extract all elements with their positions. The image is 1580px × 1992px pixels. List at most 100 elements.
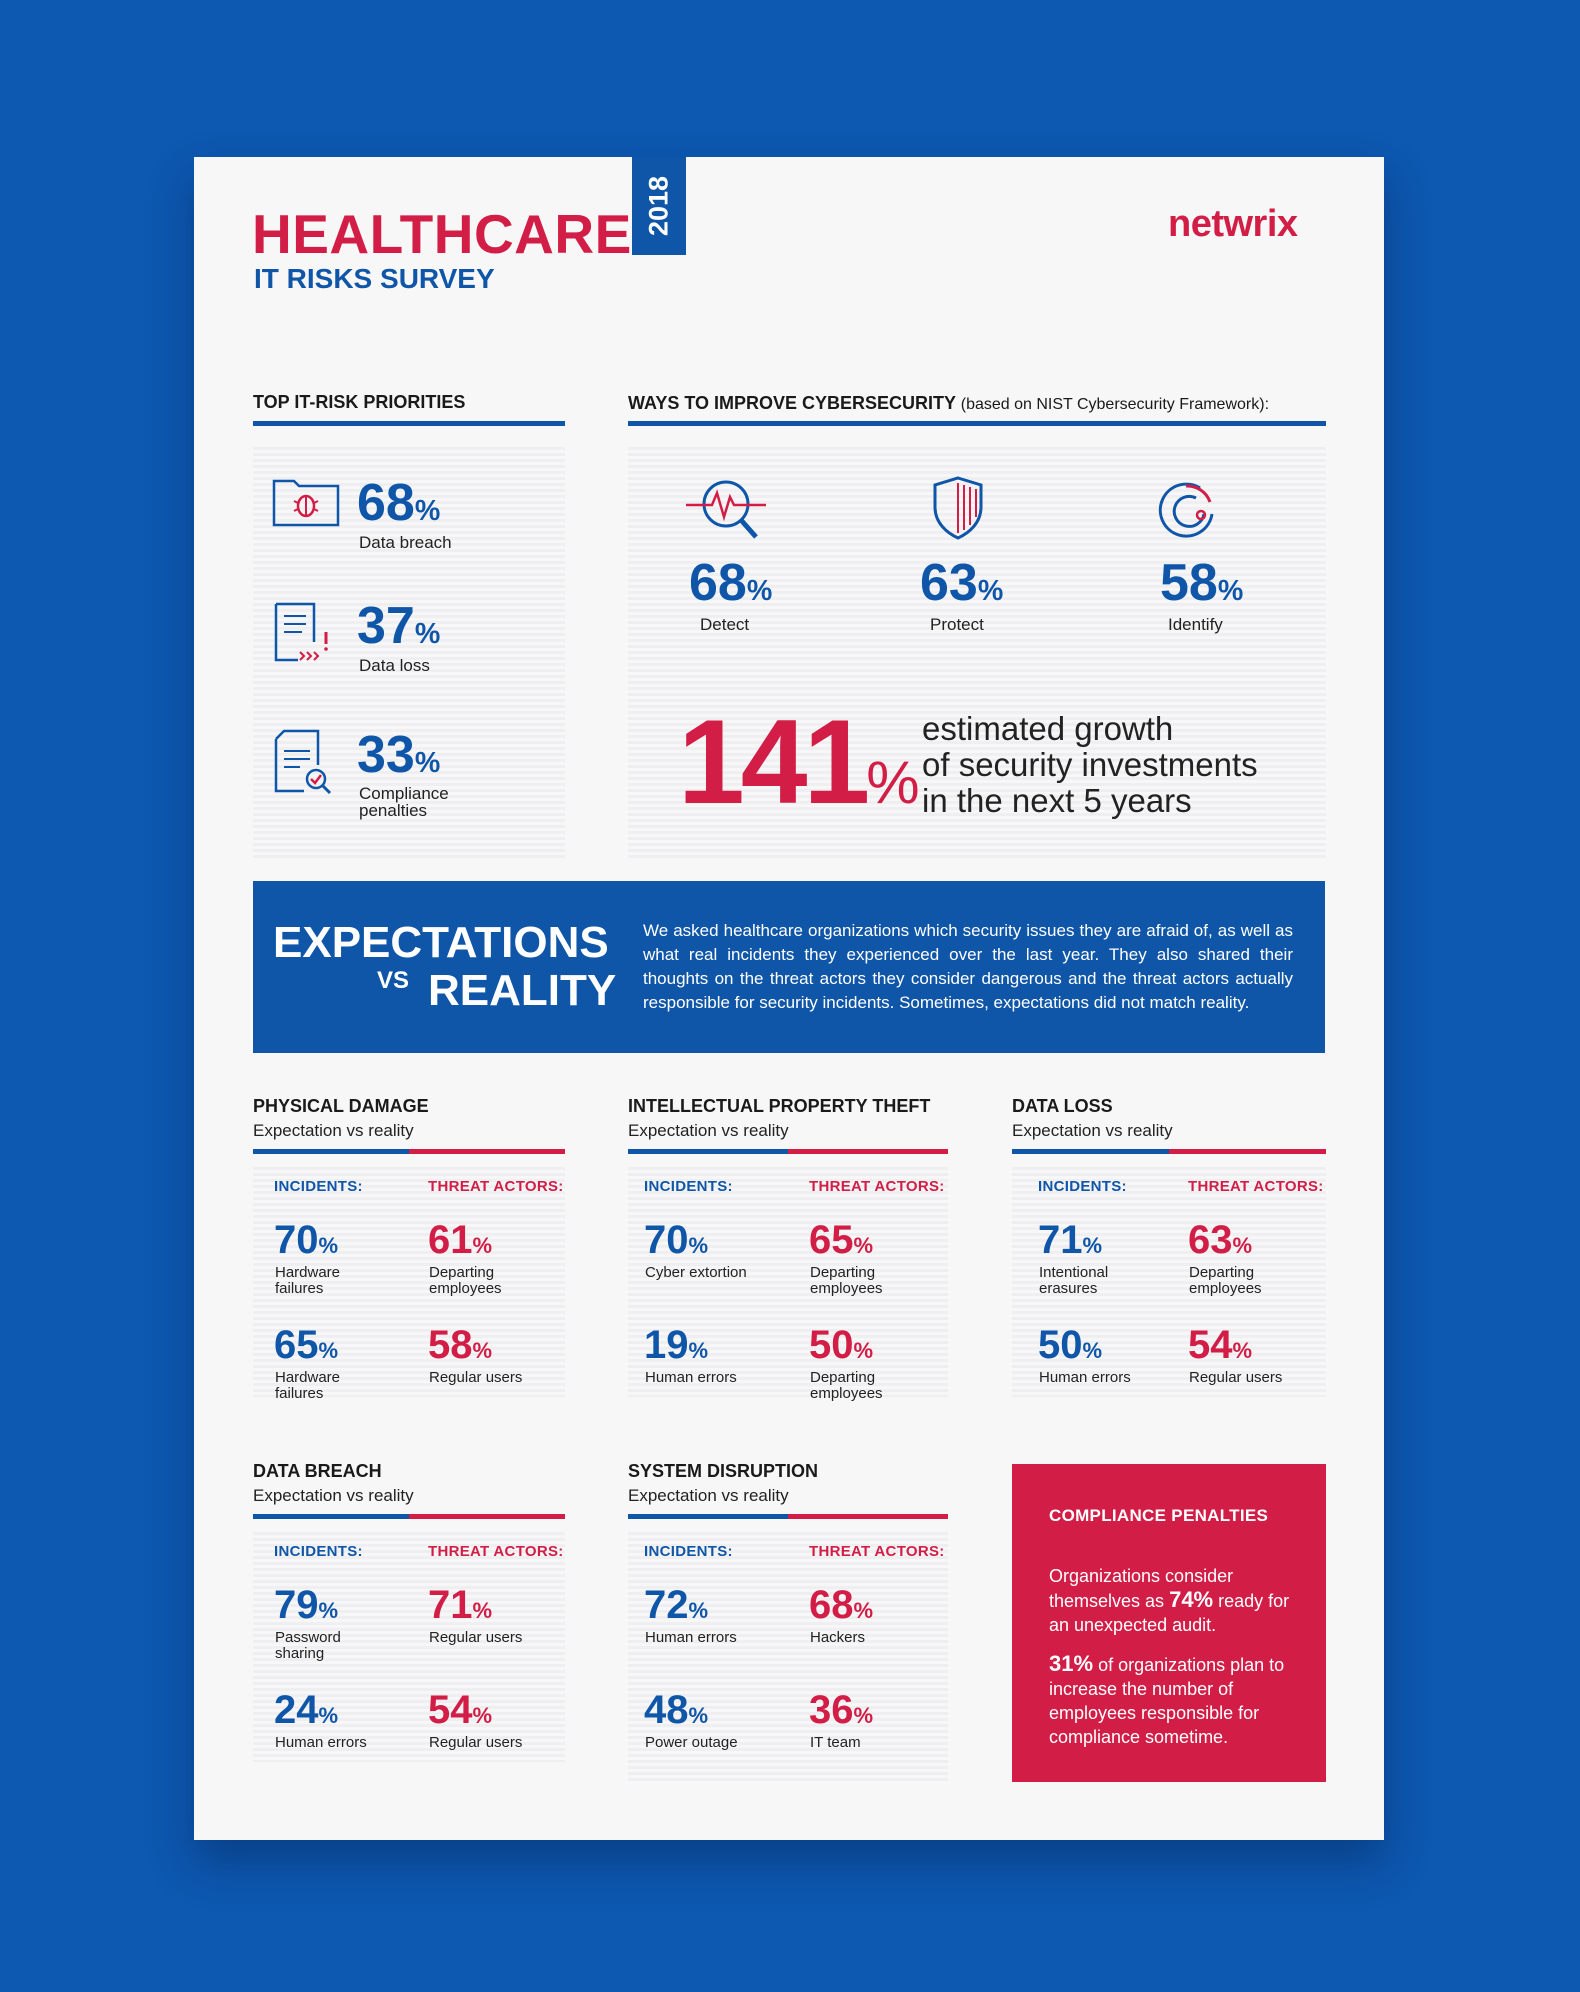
ip-threat-2-label: Departing employees [810,1369,883,1402]
compliance-paragraph-2: 31% of organizations plan to increase th… [1049,1651,1285,1748]
loss-incident-2-label: Human errors [1039,1369,1131,1386]
shield-icon [933,476,983,540]
priority-label-compliance-2: penalties [359,801,428,820]
ip-threat-2-value: 50% [809,1323,874,1367]
document-check-icon [274,729,332,795]
ip-incident-1-value: 70% [644,1218,709,1262]
page-title: HEALTHCARE [252,203,632,265]
ip-title: INTELLECTUAL PROPERTY THEFT [628,1096,931,1116]
banner-vs: VS [377,967,410,994]
ip-subtitle: Expectation vs reality [628,1121,789,1140]
improve-label-protect: Protect [930,615,984,634]
disruption-subtitle: Expectation vs reality [628,1486,789,1505]
physical-title: PHYSICAL DAMAGE [253,1096,429,1116]
document-alert-icon [274,602,328,662]
loss-incident-2-value: 50% [1038,1323,1103,1367]
physical-incident-2-value: 65% [274,1323,339,1367]
infographic-card: HEALTHCARE IT RISKS SURVEY 2018 netwrix … [194,157,1384,1840]
breach-title: DATA BREACH [253,1461,382,1481]
physical-incidents-header: INCIDENTS: [274,1178,363,1195]
netwrix-logo: netwrix [1168,203,1298,245]
compliance-box: COMPLIANCE PENALTIES Organizations consi… [1012,1464,1326,1782]
banner-title-reality: REALITY [428,966,617,1015]
disruption-threat-2-label: IT team [810,1734,861,1751]
disruption-incidents-header: INCIDENTS: [644,1543,733,1560]
breach-panel [253,1532,565,1762]
improve-label-identify: Identify [1168,615,1223,634]
loss-threat-2-value: 54% [1188,1323,1253,1367]
loss-incident-1-label: Intentional erasures [1039,1264,1109,1297]
physical-threat-1-value: 61% [428,1218,493,1262]
improve-heading: WAYS TO IMPROVE CYBERSECURITY (based on … [628,393,1270,413]
expectations-banner: EXPECTATIONS VS REALITY We asked healthc… [253,881,1325,1053]
disruption-incident-1-label: Human errors [645,1629,737,1646]
improve-label-detect: Detect [700,615,750,634]
loss-threat-2-label: Regular users [1189,1369,1283,1386]
breach-incident-1-label: Password sharing [275,1629,341,1662]
ip-rule [628,1149,948,1154]
disruption-incident-1-value: 72% [644,1583,709,1627]
ip-threat-1-value: 65% [809,1218,874,1262]
physical-threats-header: THREAT ACTORS: [428,1178,564,1195]
year-label: 2018 [643,175,674,237]
disruption-threat-1-value: 68% [809,1583,874,1627]
ip-threat-1-label: Departing employees [810,1264,883,1297]
ip-incident-2-label: Human errors [645,1369,737,1386]
priorities-heading: TOP IT-RISK PRIORITIES [253,392,466,412]
year-tag: 2018 [632,157,686,255]
loss-incidents-header: INCIDENTS: [1038,1178,1127,1195]
growth-line-1: estimated growth [922,710,1174,747]
breach-threat-2-value: 54% [428,1688,493,1732]
improve-rule [628,421,1326,426]
ip-incident-2-value: 19% [644,1323,709,1367]
improve-value-identify: 58% [1160,554,1244,612]
growth-figure: 141% [678,702,920,822]
loss-rule [1012,1149,1326,1154]
ip-incident-1-label: Cyber extortion [645,1264,747,1281]
physical-subtitle: Expectation vs reality [253,1121,414,1140]
disruption-panel [628,1532,948,1782]
physical-incident-1-label: Hardware failures [275,1264,341,1297]
breach-incident-1-value: 79% [274,1583,339,1627]
growth-unit: % [866,749,920,816]
breach-incident-2-value: 24% [274,1688,339,1732]
breach-threat-1-value: 71% [428,1583,493,1627]
loss-threat-1-value: 63% [1188,1218,1253,1262]
ip-threats-header: THREAT ACTORS: [809,1178,945,1195]
loss-threats-header: THREAT ACTORS: [1188,1178,1324,1195]
priority-value-data-breach: 68% [357,474,441,532]
physical-rule [253,1149,565,1154]
banner-title-expectations: EXPECTATIONS [273,918,609,967]
disruption-threat-1-label: Hackers [810,1629,866,1646]
disruption-incident-2-value: 48% [644,1688,709,1732]
disruption-incident-2-label: Power outage [645,1734,738,1751]
loss-panel [1012,1167,1326,1397]
loss-title: DATA LOSS [1012,1096,1113,1116]
disruption-threats-header: THREAT ACTORS: [809,1543,945,1560]
growth-text: estimated growth of security investments… [922,711,1258,819]
loss-subtitle: Expectation vs reality [1012,1121,1173,1140]
growth-value: 141 [678,695,870,829]
physical-panel [253,1167,565,1397]
target-icon [1158,482,1214,538]
breach-incident-2-label: Human errors [275,1734,367,1751]
disruption-rule [628,1514,948,1519]
disruption-threat-2-value: 36% [809,1688,874,1732]
ip-panel [628,1167,948,1397]
disruption-title: SYSTEM DISRUPTION [628,1461,819,1481]
compliance-paragraph-1: Organizations consider themselves as 74%… [1049,1566,1290,1635]
breach-threat-1-label: Regular users [429,1629,523,1646]
priority-label-data-loss: Data loss [359,656,430,675]
compliance-heading: COMPLIANCE PENALTIES [1049,1506,1269,1525]
improve-value-protect: 63% [920,554,1004,612]
physical-incident-2-label: Hardware failures [275,1369,341,1402]
physical-threat-2-value: 58% [428,1323,493,1367]
banner-description: We asked healthcare organizations which … [643,921,1293,1012]
breach-incidents-header: INCIDENTS: [274,1543,363,1560]
loss-incident-1-value: 71% [1038,1218,1103,1262]
bug-folder-icon [272,479,340,527]
breach-threat-2-label: Regular users [429,1734,523,1751]
physical-incident-1-value: 70% [274,1218,339,1262]
breach-subtitle: Expectation vs reality [253,1486,414,1505]
priority-value-data-loss: 37% [357,597,441,655]
